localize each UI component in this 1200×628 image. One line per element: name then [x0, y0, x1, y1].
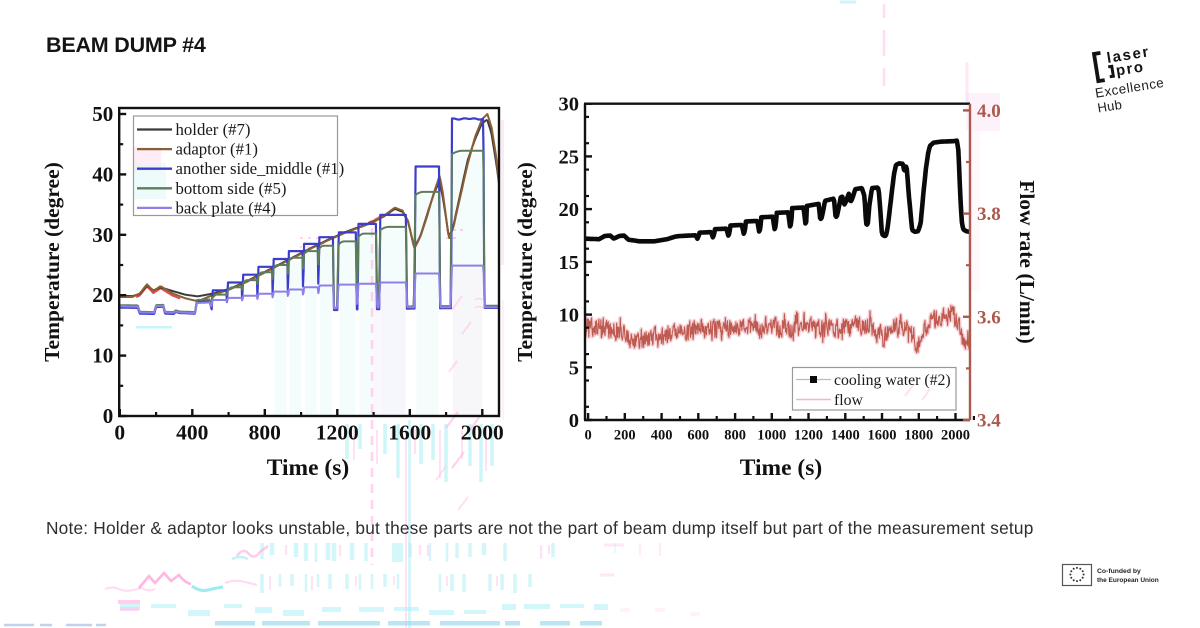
svg-text:1600: 1600 — [868, 428, 897, 444]
svg-text:0: 0 — [584, 428, 591, 444]
svg-text:1200: 1200 — [794, 428, 823, 444]
svg-text:30: 30 — [559, 94, 580, 116]
svg-text:3.4: 3.4 — [977, 411, 1001, 432]
svg-text:Temperature (degree): Temperature (degree) — [513, 162, 537, 362]
svg-text:2000: 2000 — [941, 428, 970, 444]
svg-text:1600: 1600 — [388, 421, 431, 445]
svg-text:back plate (#4): back plate (#4) — [176, 198, 277, 217]
svg-text:4.0: 4.0 — [977, 101, 1001, 122]
svg-text:the European Union: the European Union — [1097, 577, 1159, 584]
svg-text:10: 10 — [92, 344, 113, 368]
svg-text:30: 30 — [92, 223, 113, 247]
svg-text:400: 400 — [651, 428, 673, 444]
svg-text:holder (#7): holder (#7) — [176, 120, 251, 139]
svg-text:adaptor (#1): adaptor (#1) — [176, 140, 258, 159]
svg-text:400: 400 — [176, 421, 208, 445]
svg-text:50: 50 — [92, 102, 113, 126]
svg-text:15: 15 — [559, 252, 580, 274]
svg-text:pro: pro — [1115, 58, 1146, 79]
svg-text:cooling water (#2): cooling water (#2) — [834, 372, 951, 389]
svg-text:5: 5 — [569, 357, 579, 379]
svg-text:200: 200 — [614, 428, 636, 444]
svg-text:3.6: 3.6 — [977, 307, 1001, 328]
svg-text:Excellence: Excellence — [1094, 75, 1165, 101]
svg-text:Co-funded by: Co-funded by — [1097, 568, 1141, 575]
svg-text:1400: 1400 — [831, 428, 860, 444]
svg-text:1000: 1000 — [757, 428, 786, 444]
svg-text:40: 40 — [92, 162, 113, 186]
svg-text:0: 0 — [569, 410, 579, 432]
svg-text:Time (s): Time (s) — [267, 455, 349, 481]
svg-text:another side_middle (#1): another side_middle (#1) — [176, 159, 345, 178]
svg-text:2000: 2000 — [461, 421, 504, 445]
svg-text:20: 20 — [559, 199, 580, 221]
svg-text:1800: 1800 — [904, 428, 933, 444]
svg-text:1200: 1200 — [316, 421, 359, 445]
svg-text:bottom side (#5): bottom side (#5) — [176, 179, 287, 198]
svg-text:800: 800 — [724, 428, 746, 444]
svg-text:10: 10 — [559, 305, 580, 327]
svg-text:0: 0 — [114, 421, 125, 445]
svg-text:flow: flow — [834, 392, 864, 409]
svg-text:20: 20 — [92, 283, 113, 307]
svg-text:laser: laser — [1106, 43, 1152, 67]
svg-text:Temperature (degree): Temperature (degree) — [40, 162, 64, 362]
svg-text:Time (s): Time (s) — [740, 455, 822, 481]
svg-text:0: 0 — [103, 404, 114, 428]
svg-text:Hub: Hub — [1096, 97, 1123, 116]
svg-text:Flow rate (L/min): Flow rate (L/min) — [1015, 180, 1039, 344]
svg-text:25: 25 — [559, 146, 580, 168]
svg-text:3.8: 3.8 — [977, 204, 1001, 225]
svg-text:600: 600 — [687, 428, 709, 444]
svg-text:800: 800 — [249, 421, 281, 445]
